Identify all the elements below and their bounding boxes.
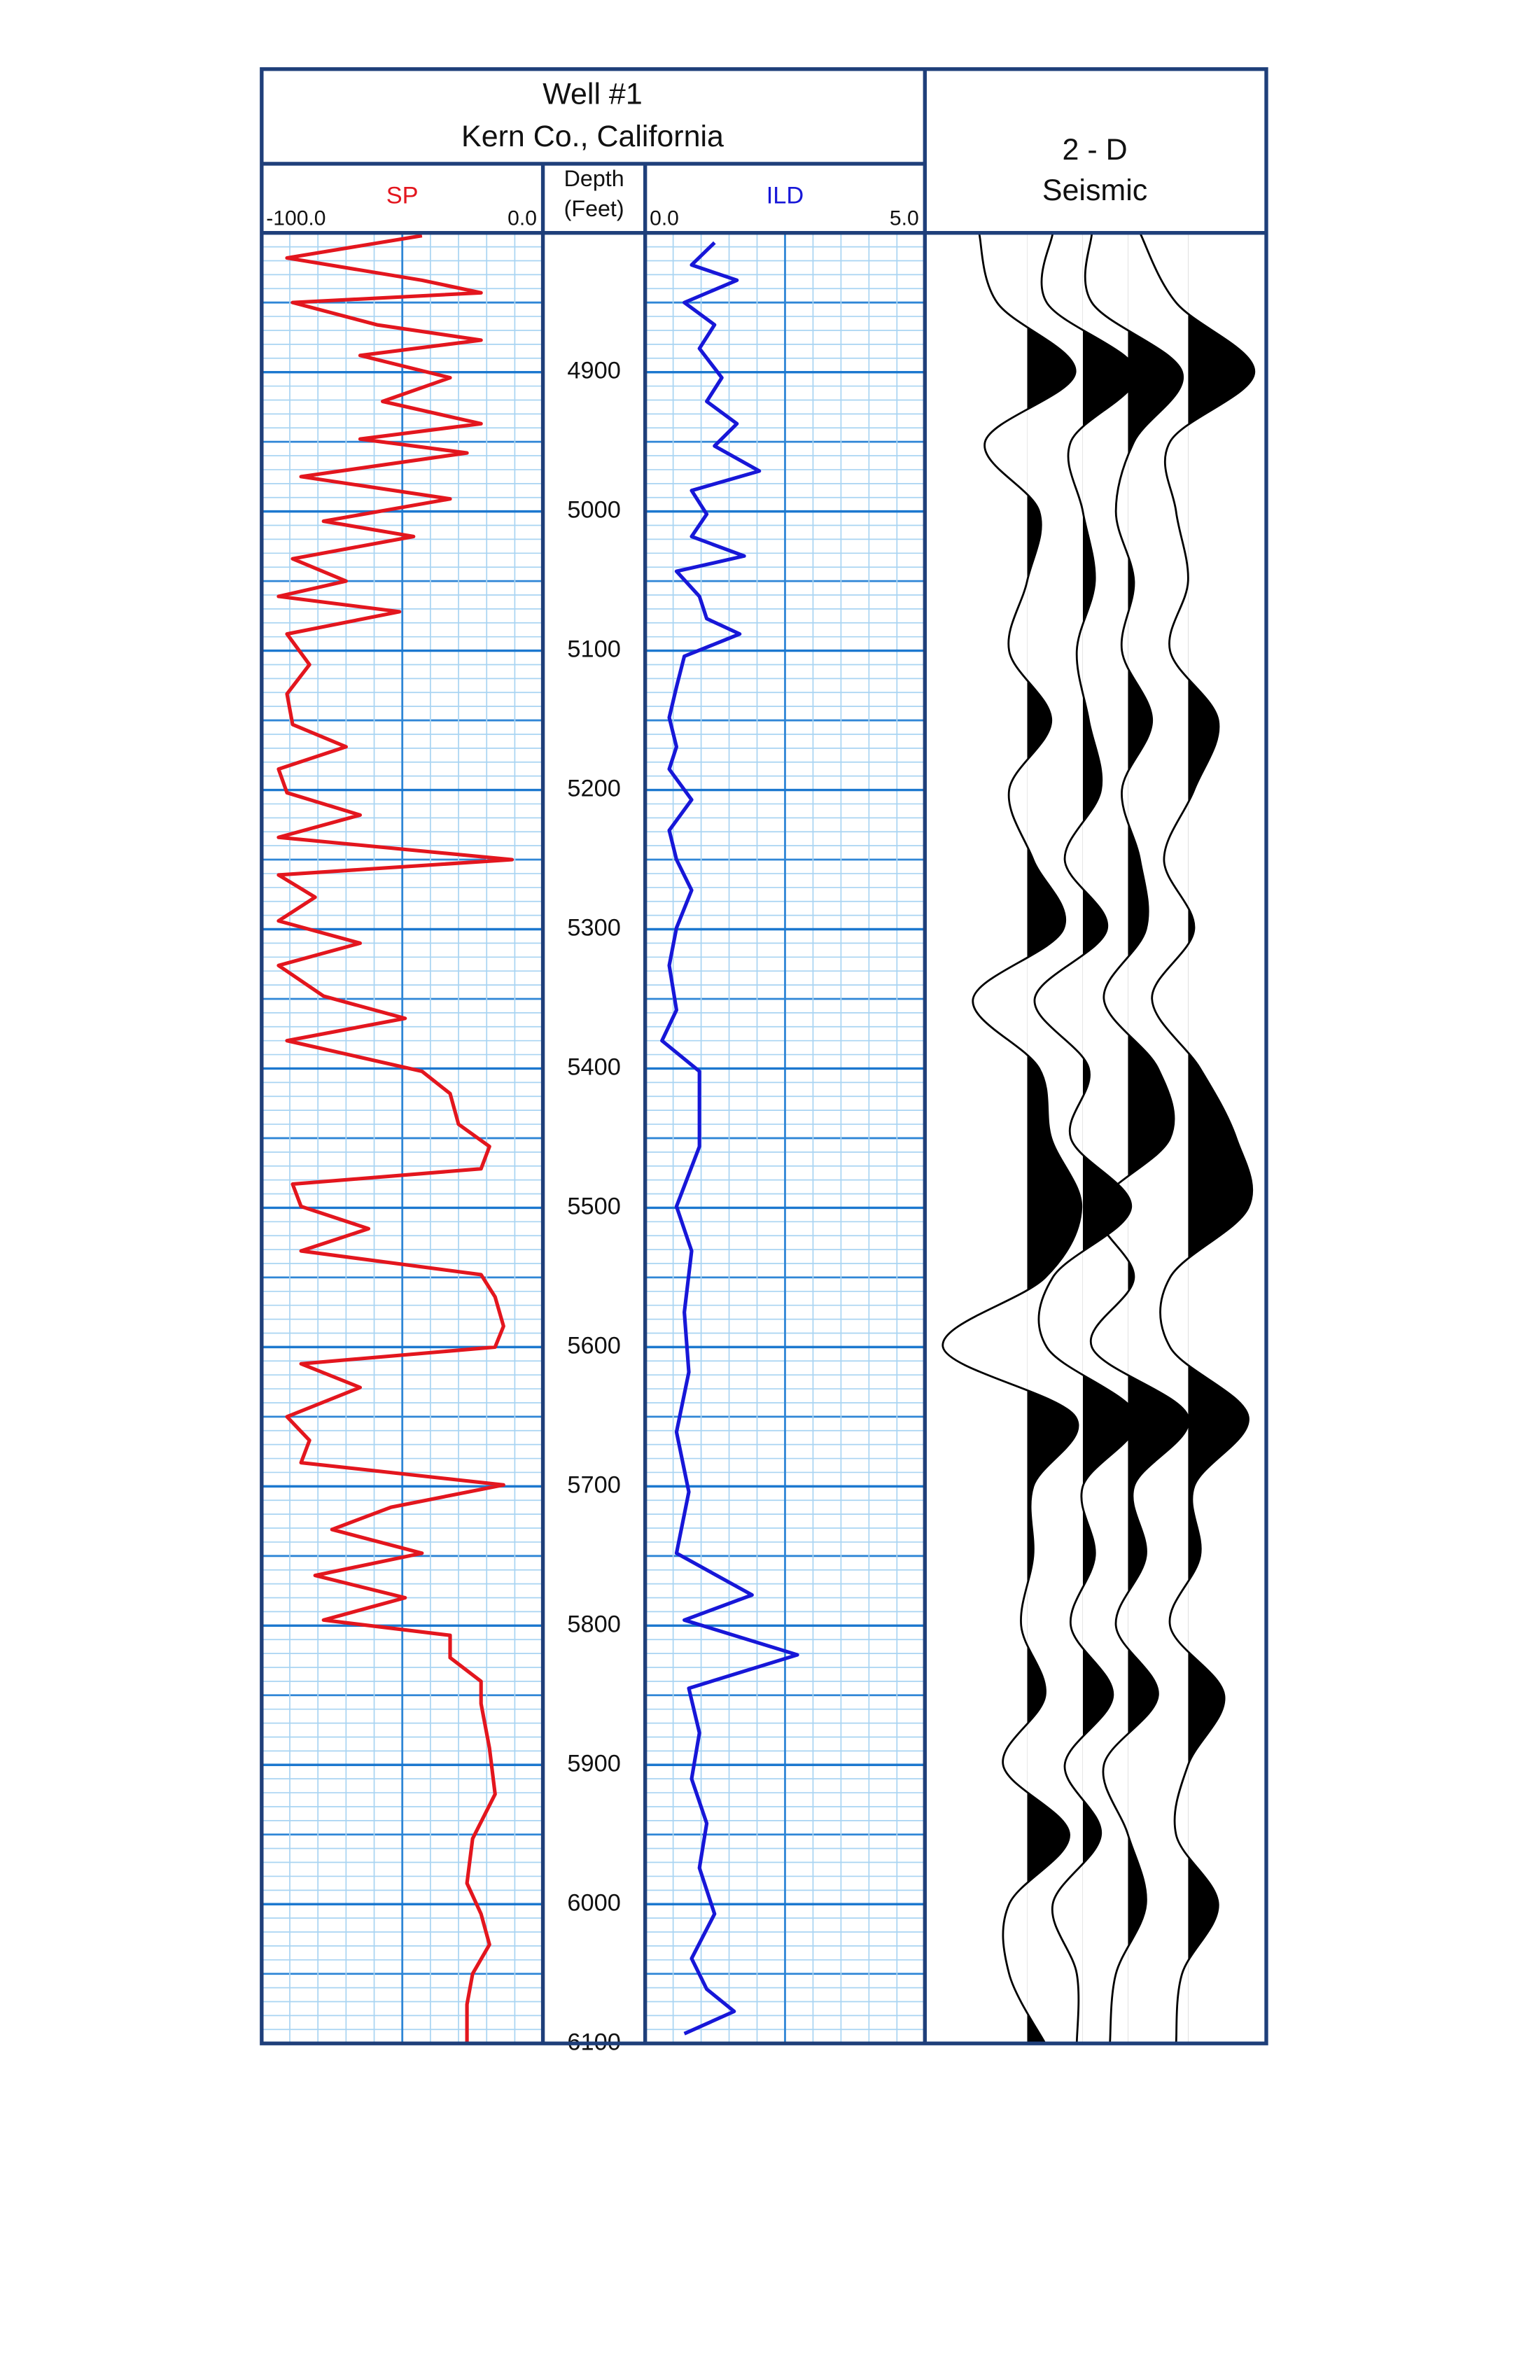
frame [260, 67, 1268, 2045]
depth-tick-label: 5300 [567, 915, 620, 941]
seismic-fill [1027, 232, 1082, 2044]
depth-tick-label: 6000 [567, 1889, 620, 1916]
depth-tick-label: 5400 [567, 1054, 620, 1081]
depth-tick-label: 5500 [567, 1194, 620, 1220]
depth-tick-label: 4900 [567, 358, 620, 384]
seismic-trace [1139, 232, 1256, 2044]
depth-tick-label: 5700 [567, 1471, 620, 1498]
track-name: SP [386, 182, 419, 209]
chart-title: Well #1 [542, 78, 642, 111]
log-curve [660, 241, 799, 2036]
seismic-title: 2 - D [1063, 133, 1128, 167]
seismic-trace [1084, 232, 1190, 2044]
depth-tick-label: 5600 [567, 1332, 620, 1359]
track-name: ILD [766, 182, 804, 209]
seismic-trace [941, 232, 1083, 2044]
depth-tick-label: 5800 [567, 1611, 620, 1637]
x-tick-label: 0.0 [650, 206, 679, 230]
depth-unit: (Feet) [564, 196, 624, 221]
x-tick-label: 5.0 [890, 206, 919, 230]
x-tick-label: -100.0 [266, 206, 326, 230]
seismic-fill [1128, 232, 1189, 2044]
chart-subtitle: Kern Co., California [461, 120, 724, 153]
depth-label: Depth [564, 166, 624, 191]
x-tick-label: 0.0 [507, 206, 537, 230]
seismic-fill [1082, 232, 1138, 2044]
outer-frame [260, 67, 1268, 2045]
depth-tick-label: 5200 [567, 776, 620, 802]
seismic-subtitle: Seismic [1042, 174, 1147, 207]
depth-tick-label: 5100 [567, 636, 620, 663]
grid-layer [261, 232, 925, 2045]
depth-tick-label: 5900 [567, 1750, 620, 1777]
curve-layer [276, 232, 1256, 2044]
log-curve [276, 234, 514, 2043]
seismic-fill [1188, 232, 1254, 2044]
seismic-trace [1033, 232, 1139, 2044]
depth-tick-label: 5000 [567, 497, 620, 524]
